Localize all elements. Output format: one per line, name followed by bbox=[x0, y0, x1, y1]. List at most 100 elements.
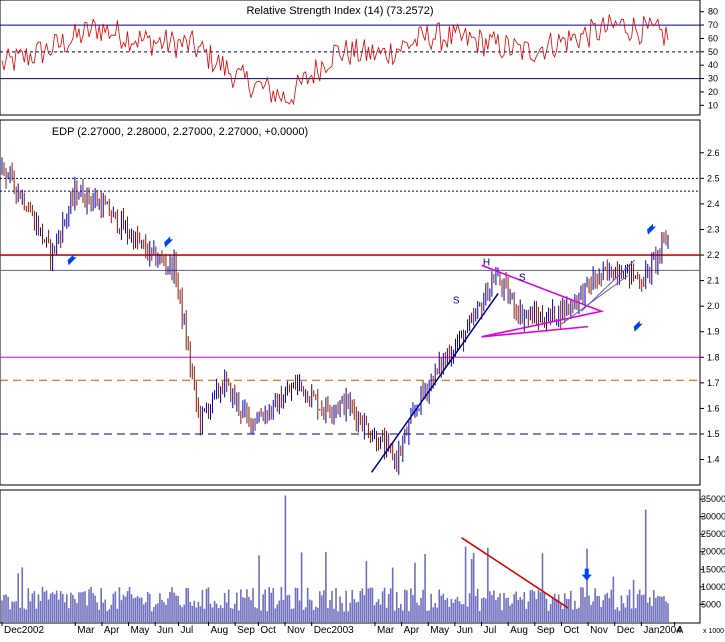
price-tick-label: 1.8 bbox=[707, 352, 720, 362]
volume-bar bbox=[90, 586, 92, 622]
volume-bar bbox=[535, 599, 538, 622]
rsi-tick-label: 60 bbox=[708, 33, 718, 43]
volume-bar bbox=[620, 595, 623, 622]
volume-bar bbox=[361, 588, 364, 622]
volume-bar bbox=[11, 601, 13, 622]
volume-bar bbox=[357, 601, 360, 622]
volume-bar bbox=[102, 602, 105, 622]
volume-bar bbox=[436, 607, 439, 622]
volume-bar bbox=[100, 588, 102, 622]
volume-bar bbox=[189, 601, 192, 622]
volume-bar bbox=[231, 608, 234, 622]
volume-bar bbox=[478, 611, 481, 622]
volume-bar bbox=[576, 608, 578, 622]
volume-bar bbox=[13, 601, 15, 622]
volume-bar bbox=[385, 607, 388, 622]
volume-bar bbox=[146, 591, 149, 622]
price-tick-label: 2.2 bbox=[707, 250, 720, 260]
volume-bar bbox=[39, 600, 42, 622]
volume-bar bbox=[454, 599, 457, 622]
volume-bar bbox=[448, 606, 451, 622]
volume-bar bbox=[179, 605, 181, 622]
volume-bar bbox=[426, 610, 428, 622]
volume-bar bbox=[487, 547, 489, 622]
volume-bar bbox=[1, 600, 3, 622]
rsi-tick-label: 50 bbox=[708, 47, 718, 57]
volume-bar bbox=[203, 608, 206, 622]
volume-bar bbox=[393, 610, 396, 622]
volume-bar bbox=[610, 589, 613, 622]
volume-bar bbox=[108, 609, 111, 622]
volume-bar bbox=[233, 603, 236, 622]
volume-bar bbox=[96, 602, 98, 622]
volume-bar bbox=[17, 573, 19, 622]
volume-bar bbox=[418, 605, 420, 622]
volume-panel-frame bbox=[0, 489, 701, 624]
volume-bar bbox=[120, 600, 123, 622]
volume-bar bbox=[476, 588, 479, 622]
volume-bar bbox=[304, 607, 307, 622]
volume-bar bbox=[140, 597, 143, 622]
volume-bar bbox=[280, 586, 283, 622]
volume-bar bbox=[373, 605, 376, 622]
x-axis-tick-label: Dec bbox=[617, 625, 635, 636]
volume-bar bbox=[470, 559, 473, 622]
volume-bar bbox=[142, 604, 145, 622]
volume-bar bbox=[523, 591, 526, 622]
price-tick-label: 1.9 bbox=[707, 327, 720, 337]
x-axis-tick-label: Sep bbox=[537, 625, 555, 636]
volume-bar bbox=[185, 587, 188, 622]
volume-bar bbox=[507, 597, 509, 622]
x-axis-tick-label: Apr bbox=[404, 625, 420, 636]
volume-bar bbox=[223, 592, 226, 622]
volume-bar bbox=[25, 609, 28, 622]
volume-bar bbox=[276, 604, 279, 622]
volume-bar bbox=[310, 600, 313, 622]
volume-bar bbox=[495, 599, 497, 622]
volume-bar bbox=[227, 589, 230, 622]
volume-bar bbox=[515, 591, 517, 622]
volume-bar bbox=[568, 599, 570, 622]
volume-bar bbox=[580, 587, 582, 622]
volume-bar bbox=[333, 608, 335, 622]
volume-bar bbox=[590, 604, 592, 622]
volume-bar bbox=[600, 606, 602, 622]
volume-bar bbox=[262, 594, 264, 622]
volume-bar bbox=[410, 588, 412, 622]
volume-bar bbox=[367, 588, 370, 622]
x-axis-tick-label: May bbox=[131, 625, 150, 636]
volume-bar bbox=[242, 597, 244, 622]
volume-bar bbox=[659, 596, 661, 622]
volume-bar bbox=[511, 603, 513, 622]
volume-bar bbox=[586, 548, 588, 622]
volume-bar bbox=[414, 562, 416, 622]
volume-bar bbox=[225, 602, 228, 622]
volume-bar bbox=[161, 599, 163, 622]
triangle-pattern bbox=[481, 264, 605, 338]
signal-arrow-icon bbox=[647, 223, 657, 235]
volume-bar bbox=[126, 591, 129, 622]
volume-bar bbox=[55, 590, 58, 622]
volume-bar bbox=[598, 596, 600, 622]
volume-bar bbox=[74, 599, 76, 622]
volume-bar bbox=[602, 600, 605, 622]
volume-bar bbox=[177, 595, 179, 622]
volume-bar bbox=[298, 600, 301, 622]
x-axis-tick-label: A bbox=[677, 625, 684, 636]
volume-bar bbox=[485, 598, 487, 622]
volume-bar bbox=[347, 611, 349, 622]
volume-bar bbox=[606, 592, 609, 622]
volume-bar bbox=[207, 587, 210, 622]
volume-bar bbox=[466, 606, 469, 622]
volume-bar bbox=[379, 604, 382, 622]
volume-bar bbox=[642, 594, 645, 622]
volume-bar bbox=[644, 509, 647, 622]
volume-tick-label: 20000 bbox=[701, 547, 725, 557]
volume-bar bbox=[163, 602, 165, 622]
volume-bar bbox=[45, 590, 48, 622]
volume-bar bbox=[321, 595, 323, 622]
volume-bar bbox=[37, 594, 40, 622]
rsi-tick-label: 40 bbox=[708, 60, 718, 70]
volume-bar bbox=[302, 609, 305, 622]
